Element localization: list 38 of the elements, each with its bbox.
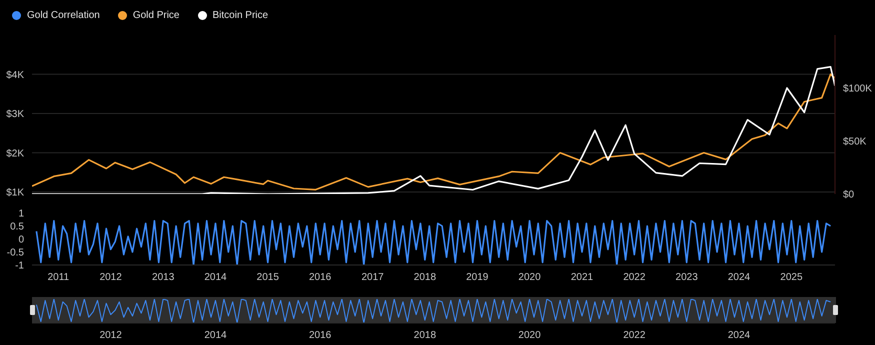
x-tick-label: 2015 [256, 272, 280, 284]
x-tick-label: 2019 [466, 272, 489, 284]
y-tick-label: 0 [18, 234, 24, 246]
x-tick-label: 2011 [48, 272, 70, 284]
x-tick-label: 2022 [623, 272, 646, 284]
line-series [36, 220, 832, 265]
y-tick-label: $1K [6, 188, 24, 199]
x-tick-label: 2024 [728, 330, 751, 342]
y2-tick-label: $0 [843, 190, 855, 201]
x-tick-label: 2024 [728, 272, 751, 284]
y2-tick-label: $100K [843, 84, 872, 95]
x-tick-label: 2022 [623, 330, 646, 342]
x-tick-label: 2018 [414, 272, 436, 284]
legend-label: Bitcoin Price [212, 10, 268, 21]
y-tick-label: $2K [6, 148, 24, 160]
legend-label: Gold Price [132, 10, 180, 21]
y-tick-label: $3K [6, 109, 24, 120]
x-tick-label: 2020 [518, 272, 542, 284]
x-tick-label: 2018 [414, 330, 436, 342]
x-tick-label: 2012 [100, 330, 122, 342]
x-tick-label: 2023 [676, 272, 698, 284]
x-tick-label: 2012 [100, 272, 122, 284]
y2-tick-label: $50K [843, 136, 867, 148]
x-tick-label: 2016 [308, 330, 332, 342]
y-tick-label: 0.5 [10, 222, 24, 233]
y-tick-label: 1 [18, 208, 24, 220]
x-tick-label: 2014 [204, 272, 228, 284]
legend-label: Gold Correlation [27, 10, 100, 21]
x-tick-label: 2020 [518, 330, 542, 342]
y-tick-label: -1 [15, 260, 24, 272]
y-tick-label: $4K [6, 70, 24, 81]
y-tick-label: -0.5 [6, 248, 24, 259]
x-tick-label: 2013 [152, 272, 175, 284]
x-tick-label: 2025 [780, 272, 803, 284]
x-tick-label: 2016 [308, 272, 332, 284]
x-tick-label: 2014 [204, 330, 228, 342]
x-tick-label: 2021 [570, 272, 594, 284]
x-tick-label: 2017 [361, 272, 384, 284]
